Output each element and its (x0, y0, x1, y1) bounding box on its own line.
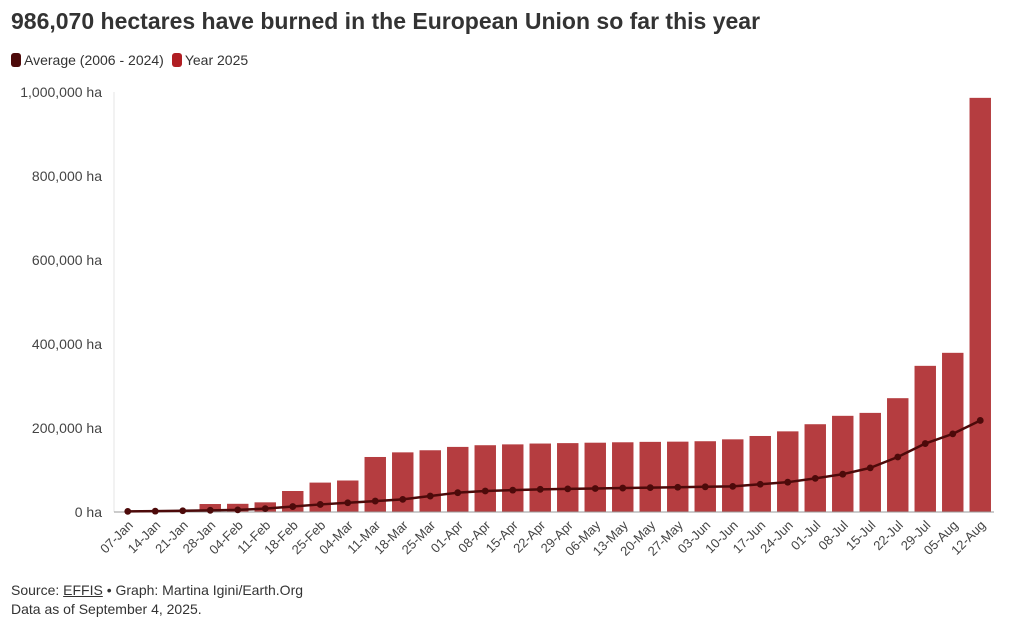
average-point (839, 470, 847, 478)
average-point (949, 430, 957, 438)
legend-item-average: Average (2006 - 2024) (11, 52, 164, 68)
bar (529, 443, 551, 512)
bar (859, 412, 881, 512)
average-point (784, 478, 792, 486)
chart: 0 ha 200,000 ha 400,000 ha 600,000 ha 800,00… (20, 84, 994, 559)
average-point (371, 497, 379, 505)
legend: Average (2006 - 2024) Year 2025 (11, 52, 256, 68)
source-prefix: Source: (11, 582, 64, 598)
bar (557, 443, 579, 512)
y-tick-label: 200,000 ha (32, 420, 102, 436)
x-tick-label: 22-Jul (870, 517, 906, 553)
y-tick-label: 1,000,000 ha (20, 84, 102, 100)
average-point (289, 503, 297, 510)
legend-swatch-average (11, 53, 21, 67)
average-point (509, 486, 517, 494)
source-suffix: • Graph: Martina Igini/Earth.Org (102, 582, 304, 598)
average-line (127, 419, 981, 513)
bar (749, 435, 771, 512)
bar (914, 365, 936, 512)
average-point (481, 487, 489, 495)
bar (777, 431, 799, 512)
average-point (179, 507, 187, 515)
bar (392, 452, 414, 512)
bar (419, 450, 441, 512)
average-point (206, 506, 214, 514)
bar (447, 446, 469, 512)
y-tick-label: 0 ha (75, 504, 102, 520)
average-point (756, 480, 764, 488)
bar (364, 456, 386, 512)
average-point (591, 485, 599, 492)
average-point (674, 483, 682, 491)
average-point (536, 485, 544, 493)
bar (612, 442, 634, 512)
average-point (344, 499, 352, 507)
average-point (564, 485, 572, 493)
average-point (866, 464, 874, 472)
x-tick-label: 15-Jul (843, 517, 879, 553)
average-point (894, 453, 902, 461)
average-point (921, 440, 929, 447)
average-point (426, 492, 434, 500)
bar (502, 444, 524, 512)
average-point (316, 501, 324, 508)
y-tick-label: 600,000 ha (32, 252, 102, 268)
bar (722, 439, 744, 512)
x-tick-label: 08-Jul (815, 517, 851, 553)
bar (694, 441, 716, 512)
average-point (399, 496, 407, 503)
footer: Source: EFFIS • Graph: Martina Igini/Ear… (11, 581, 303, 619)
average-point (729, 482, 737, 490)
average-point (234, 506, 242, 514)
average-point (646, 484, 654, 492)
average-point (811, 475, 819, 482)
legend-item-2025: Year 2025 (171, 52, 249, 68)
average-point (261, 505, 269, 513)
bar (969, 97, 991, 513)
legend-label-average: Average (2006 - 2024) (24, 52, 164, 68)
data-note: Data as of September 4, 2025. (11, 601, 202, 617)
source-line: Source: EFFIS • Graph: Martina Igini/Ear… (11, 581, 303, 600)
bar (832, 415, 854, 512)
source-link[interactable]: EFFIS (63, 582, 103, 598)
average-point (619, 484, 627, 492)
bar (584, 442, 606, 512)
average-point (701, 483, 709, 491)
legend-label-2025: Year 2025 (184, 52, 249, 68)
average-point (976, 417, 984, 424)
bar (804, 424, 826, 512)
average-point (151, 507, 159, 515)
average-point (124, 507, 132, 515)
legend-swatch-2025 (171, 53, 182, 67)
y-tick-label: 800,000 ha (32, 168, 102, 184)
bar (667, 441, 689, 512)
x-tick-label: 01-Jul (788, 517, 824, 553)
average-point (454, 489, 462, 497)
bar (337, 480, 359, 512)
chart-title: 986,070 hectares have burned in the Euro… (11, 8, 761, 34)
bar (639, 441, 661, 512)
bar (474, 445, 496, 512)
y-tick-label: 400,000 ha (32, 336, 102, 352)
